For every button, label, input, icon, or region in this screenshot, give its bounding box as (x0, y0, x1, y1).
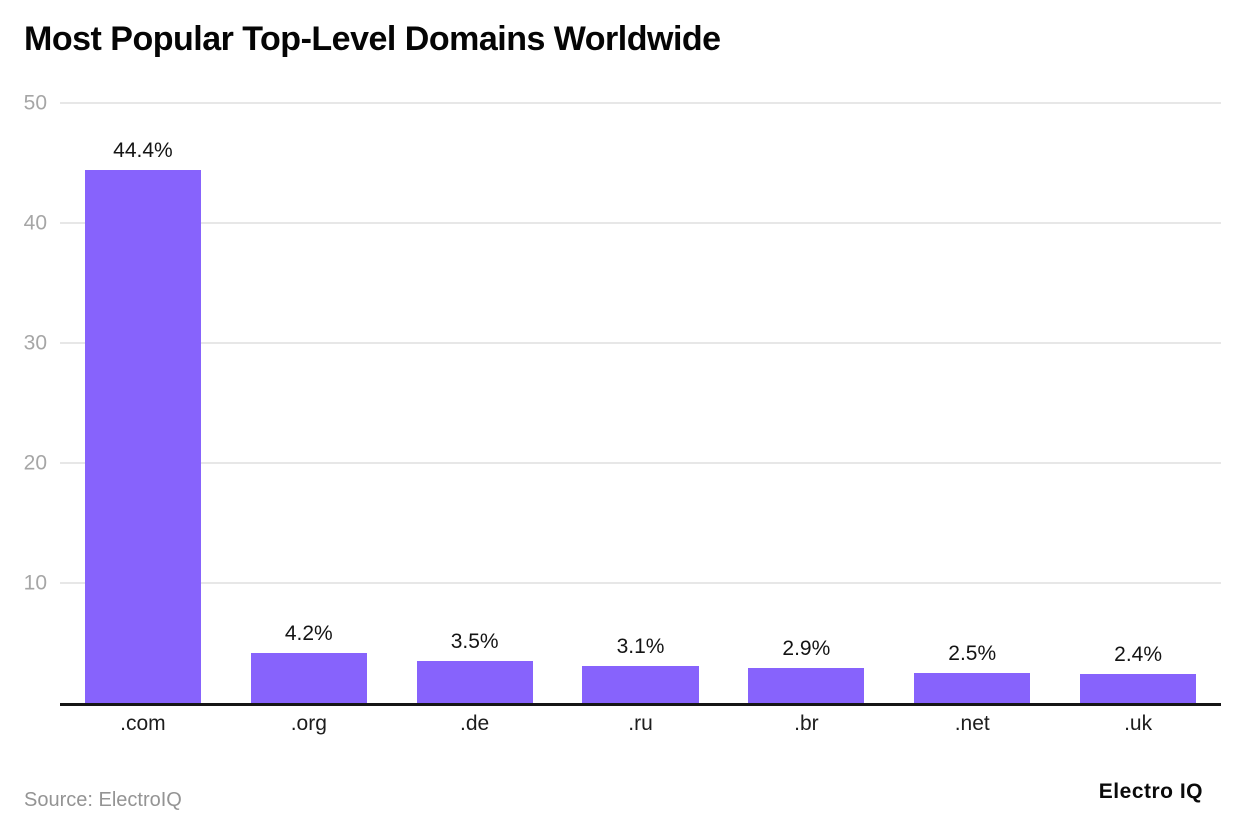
bar-value-label: 2.5% (948, 642, 997, 665)
x-tick-label: .org (290, 712, 327, 735)
x-tick-label: .uk (1124, 712, 1153, 735)
bar (582, 665, 699, 703)
x-axis-labels: .com .org .de .ru .br .net .uk (60, 712, 1221, 736)
bar (1080, 674, 1197, 703)
x-tick-label: .de (460, 712, 490, 735)
gridline (60, 462, 1221, 464)
bar (914, 673, 1031, 703)
gridlines (60, 102, 1221, 703)
bar-column: 3.5% (392, 103, 558, 703)
y-tick-label: 10 (23, 571, 47, 595)
bar-column: 2.9% (723, 103, 889, 703)
bar-value-label: 3.5% (450, 630, 499, 653)
x-tick-label: .net (954, 712, 990, 735)
gridline (60, 342, 1221, 344)
bar (416, 661, 533, 703)
bar-value-label: 4.2% (284, 621, 333, 645)
bar (748, 668, 865, 703)
bar-value-label: 2.4% (1114, 643, 1163, 667)
y-tick-label: 30 (23, 331, 47, 355)
y-tick-label: 50 (23, 91, 47, 115)
bars: 44.4% 4.2% 3.5% 3.1% 2.9% 2.5% 2.4% (60, 103, 1221, 703)
bar-column: 44.4% (60, 103, 226, 703)
x-tick-label: .ru (628, 712, 653, 735)
chart-title: Most Popular Top-Level Domains Worldwide (24, 20, 721, 58)
x-tick-label: .br (794, 712, 819, 735)
bar (250, 652, 367, 703)
y-tick-label: 40 (23, 211, 47, 235)
brand-logo: Electro IQ (1098, 780, 1203, 803)
bar-value-label: 3.1% (616, 634, 665, 658)
y-tick-label: 20 (23, 451, 47, 475)
bar-column: 2.4% (1055, 103, 1221, 703)
source-text: Source: ElectroIQ (24, 789, 182, 811)
bar-column: 4.2% (226, 103, 392, 703)
gridline (60, 582, 1221, 584)
bar-column: 3.1% (558, 103, 724, 703)
bar-value-label: 44.4% (113, 139, 173, 163)
x-tick-label: .com (120, 712, 166, 735)
bar (84, 170, 201, 703)
gridline (60, 222, 1221, 224)
plot-area: 10 20 30 40 50 44.4% 4.2% 3.5% 3.1% 2.9% 2.5% 2.4% (24, 93, 1221, 706)
gridline (60, 102, 1221, 104)
bar-column: 2.5% (889, 103, 1055, 703)
bar-value-label: 2.9% (782, 637, 831, 661)
